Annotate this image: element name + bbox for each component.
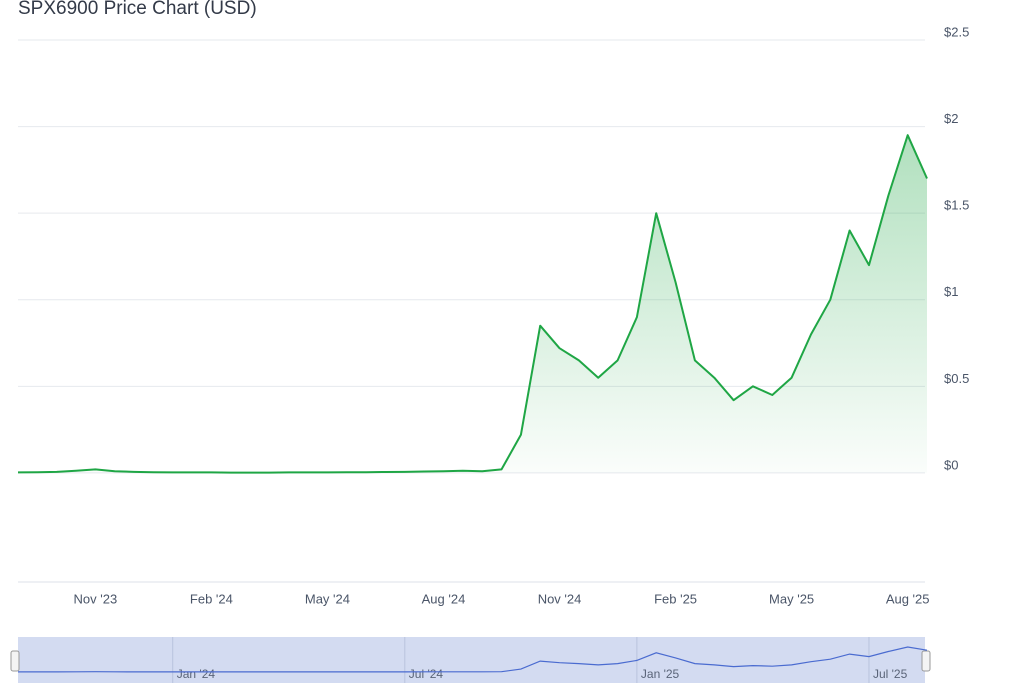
- x-tick-label: Nov '24: [538, 591, 582, 606]
- x-tick-label: Feb '24: [190, 591, 233, 606]
- x-tick-label: Nov '23: [74, 591, 118, 606]
- navigator-label: Jul '25: [873, 667, 908, 681]
- y-tick-label: $2: [944, 111, 958, 126]
- x-tick-label: Feb '25: [654, 591, 697, 606]
- navigator-line: [18, 646, 928, 673]
- y-tick-label: $1: [944, 284, 958, 299]
- y-tick-label: $1.5: [944, 198, 969, 213]
- navigator-handle[interactable]: [10, 650, 20, 672]
- y-tick-label: $0.5: [944, 371, 969, 386]
- navigator-background: [18, 637, 925, 683]
- chart-title: SPX6900 Price Chart (USD): [18, 0, 257, 19]
- price-line: [17, 134, 928, 474]
- x-tick-label: Aug '24: [422, 591, 466, 606]
- y-tick-label: $2.5: [944, 24, 969, 39]
- navigator-label: Jul '24: [409, 667, 444, 681]
- y-tick-label: $0: [944, 457, 958, 472]
- area: [18, 135, 927, 473]
- x-tick-label: May '24: [305, 591, 350, 606]
- navigator-handle[interactable]: [921, 650, 931, 672]
- navigator-label: Jan '24: [177, 667, 216, 681]
- navigator-label: Jan '25: [641, 667, 680, 681]
- x-tick-label: May '25: [769, 591, 814, 606]
- x-tick-label: Aug '25: [886, 591, 930, 606]
